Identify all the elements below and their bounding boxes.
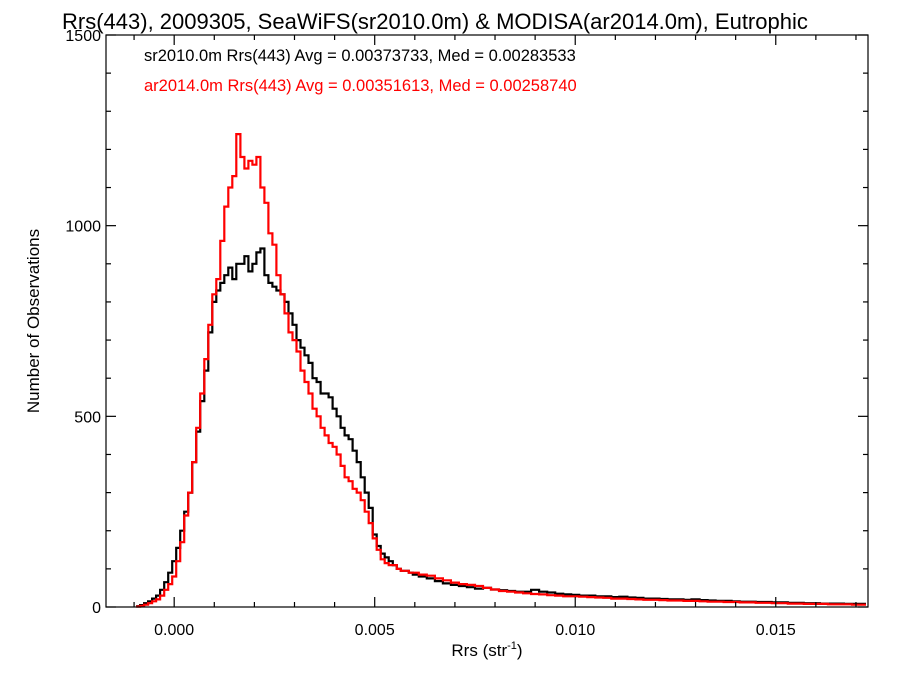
- y-tick-label: 500: [74, 409, 101, 426]
- x-axis: 0.000 0.005 0.010 0.015: [133, 35, 857, 639]
- x-tick-label: 0.000: [154, 622, 194, 639]
- y-axis-label: Number of Observations: [24, 229, 43, 413]
- x-tick-label: 0.015: [756, 622, 796, 639]
- x-axis-label-text: Rrs (str: [451, 641, 507, 660]
- series-line-0: [136, 247, 866, 608]
- chart-title: Rrs(443), 2009305, SeaWiFS(sr2010.0m) & …: [62, 9, 808, 34]
- x-axis-label-close: ): [517, 641, 523, 660]
- plot-frame: [105, 34, 869, 608]
- series-layer: [136, 133, 866, 608]
- x-tick-label: 0.010: [555, 622, 595, 639]
- series-line-1: [136, 133, 866, 608]
- y-axis: 0 500 1000 1500: [65, 28, 868, 617]
- x-axis-label: Rrs (str-1): [451, 640, 522, 660]
- legend-entry-ar2014: ar2014.0m Rrs(443) Avg = 0.00351613, Med…: [144, 77, 577, 95]
- legend-entry-sr2010: sr2010.0m Rrs(443) Avg = 0.00373733, Med…: [144, 47, 576, 65]
- y-tick-label: 1000: [65, 219, 101, 236]
- y-tick-label: 0: [92, 600, 101, 617]
- x-axis-label-superscript: -1: [507, 640, 517, 652]
- y-tick-label: 1500: [65, 28, 101, 45]
- x-tick-label: 0.005: [355, 622, 395, 639]
